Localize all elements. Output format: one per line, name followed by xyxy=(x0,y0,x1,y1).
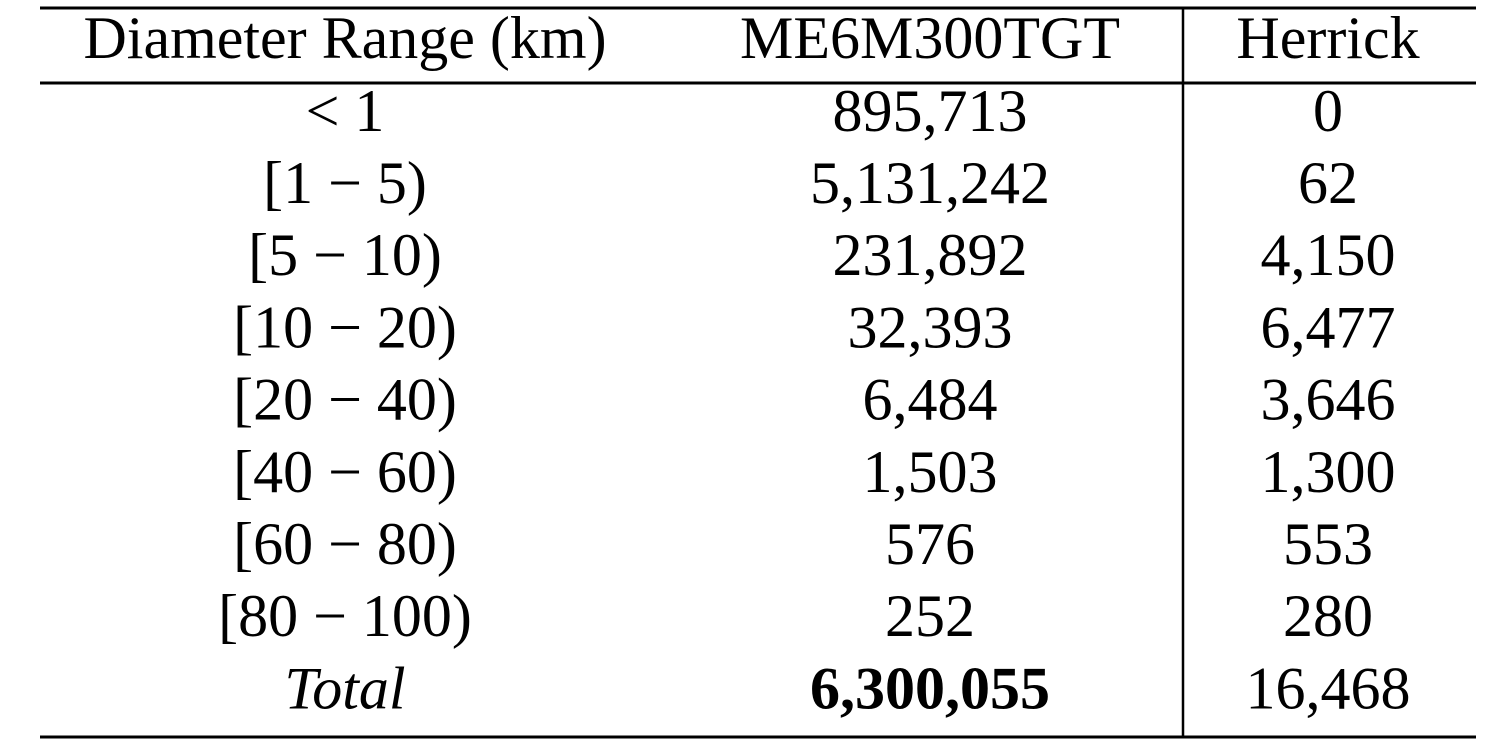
table-cell: 1,300 xyxy=(1261,439,1396,505)
header-cell: Herrick xyxy=(1236,5,1419,71)
table-cell: 6,300,055 xyxy=(810,655,1050,721)
table-cell: 0 xyxy=(1313,78,1343,144)
table-cell: 576 xyxy=(885,511,975,577)
table-cell: [10 − 20) xyxy=(233,294,457,360)
table-cell: 895,713 xyxy=(833,78,1028,144)
table-cell: [20 − 40) xyxy=(233,367,457,433)
table-cell: Total xyxy=(284,655,405,721)
table-cell: [5 − 10) xyxy=(248,222,442,288)
header-cell: ME6M300TGT xyxy=(740,5,1120,71)
table-cell: 62 xyxy=(1298,150,1358,216)
table-cell: [1 − 5) xyxy=(263,150,427,216)
table-cell: 6,477 xyxy=(1261,294,1396,360)
table-cell: 280 xyxy=(1283,583,1373,649)
table-cell: 5,131,242 xyxy=(810,150,1050,216)
table-cell: 231,892 xyxy=(833,222,1028,288)
table-cell: 6,484 xyxy=(863,367,998,433)
table-cell: 4,150 xyxy=(1261,222,1396,288)
table-cell: [80 − 100) xyxy=(218,583,472,649)
table-cell: 3,646 xyxy=(1261,367,1396,433)
table-cell: 32,393 xyxy=(848,294,1013,360)
table-cell: < 1 xyxy=(306,78,385,144)
table-cell: [60 − 80) xyxy=(233,511,457,577)
table-cell: 252 xyxy=(885,583,975,649)
table-cell: [40 − 60) xyxy=(233,439,457,505)
table-cell: 1,503 xyxy=(863,439,998,505)
table-cell: 16,468 xyxy=(1246,655,1411,721)
header-cell: Diameter Range (km) xyxy=(83,5,606,71)
table-cell: 553 xyxy=(1283,511,1373,577)
